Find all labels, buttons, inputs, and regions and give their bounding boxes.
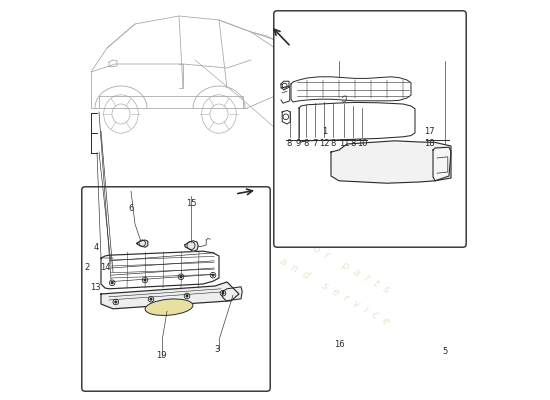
Text: 10: 10	[357, 140, 367, 148]
Text: 3: 3	[214, 346, 219, 354]
Text: 15: 15	[186, 200, 196, 208]
Polygon shape	[137, 240, 148, 247]
Text: 8: 8	[287, 140, 292, 148]
Text: a  n  d     s  e  r  v  i  c  e: a n d s e r v i c e	[106, 276, 219, 348]
Polygon shape	[101, 282, 239, 309]
Text: 9: 9	[295, 140, 300, 148]
Text: a  n  f  o  r     p  a  r  t  s: a n f o r p a r t s	[279, 225, 390, 295]
Circle shape	[150, 298, 152, 300]
Text: 8: 8	[304, 140, 309, 148]
Text: 11: 11	[339, 140, 349, 148]
Text: 14: 14	[100, 263, 110, 272]
Text: 12: 12	[319, 140, 329, 148]
FancyBboxPatch shape	[274, 11, 466, 247]
Polygon shape	[185, 241, 198, 251]
Polygon shape	[331, 141, 451, 183]
FancyBboxPatch shape	[82, 187, 270, 391]
Text: 18: 18	[425, 140, 435, 148]
Text: 16: 16	[334, 340, 344, 349]
Circle shape	[115, 301, 117, 303]
Text: 17: 17	[425, 127, 435, 136]
Circle shape	[180, 276, 182, 278]
Text: 1: 1	[322, 127, 328, 136]
Circle shape	[222, 292, 224, 294]
Ellipse shape	[145, 299, 193, 316]
Text: 2: 2	[84, 263, 90, 272]
Text: 7: 7	[312, 140, 318, 148]
Polygon shape	[433, 147, 451, 181]
Polygon shape	[222, 287, 242, 301]
Text: a  n  f  o  r     p  a  r  t  s: a n f o r p a r t s	[108, 245, 218, 315]
Circle shape	[186, 295, 188, 297]
Circle shape	[112, 282, 113, 284]
Text: 13: 13	[91, 283, 101, 292]
Text: 4: 4	[93, 243, 98, 252]
Circle shape	[212, 274, 214, 276]
Text: 6: 6	[128, 204, 134, 213]
Text: 8: 8	[331, 140, 336, 148]
Text: 5: 5	[442, 348, 448, 356]
Text: 19: 19	[156, 352, 166, 360]
Circle shape	[144, 279, 146, 281]
Text: a  n  d     s  e  r  v  i  c  e: a n d s e r v i c e	[278, 256, 392, 328]
Text: 8: 8	[350, 140, 356, 148]
